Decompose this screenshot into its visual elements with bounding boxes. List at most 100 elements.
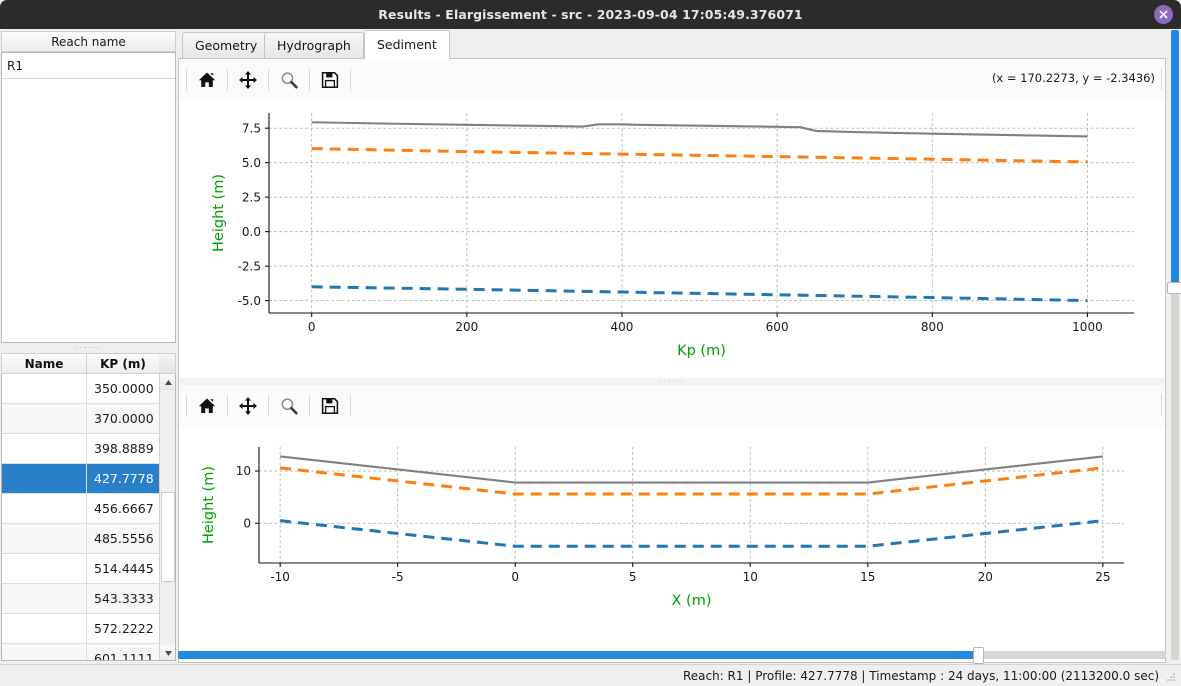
svg-text:0.0: 0.0 [242, 225, 261, 239]
svg-text:-10: -10 [270, 570, 290, 584]
longitudinal-plot-canvas[interactable]: 0 200 400 600 800 1000 7.5 5.0 2.5 0.0 -2.5 -5.0 Kp … [179, 101, 1165, 378]
table-row[interactable]: 514.4445 [2, 554, 160, 584]
title-bar: Results - Elargissement - src - 2023-09-… [0, 0, 1181, 29]
cell-name [2, 404, 87, 433]
toolbar-separator [186, 69, 187, 91]
profiles-rows: 350.0000 370.0000 398.8889 427.7778 456.6667… [2, 374, 160, 661]
scroll-down-icon[interactable] [160, 645, 175, 660]
window-title: Results - Elargissement - src - 2023-09-… [378, 7, 803, 22]
cell-name [2, 554, 87, 583]
svg-text:10: 10 [743, 570, 758, 584]
plot-splitter-handle[interactable]: ······ [179, 377, 1165, 386]
cross-section-plot-container: -10 -5 0 5 10 15 20 25 10 0 X (m) Height (m) [179, 385, 1165, 661]
cell-name [2, 584, 87, 613]
svg-text:0: 0 [243, 516, 251, 530]
svg-text:800: 800 [921, 320, 944, 334]
home-icon[interactable] [194, 67, 220, 93]
cell-kp: 514.4445 [94, 561, 154, 576]
svg-text:-5: -5 [392, 570, 404, 584]
slider-groove [178, 647, 1166, 664]
svg-text:5: 5 [629, 570, 637, 584]
slider-thumb[interactable] [1167, 282, 1181, 295]
zoom-icon[interactable] [276, 393, 302, 419]
svg-text:15: 15 [860, 570, 875, 584]
table-row[interactable]: 456.6667 [2, 494, 160, 524]
cell-kp: 485.5556 [94, 531, 154, 546]
table-row[interactable]: 370.0000 [2, 404, 160, 434]
header-scrollbar-spacer [159, 354, 175, 373]
column-header-name[interactable]: Name [2, 354, 87, 373]
tab-sediment[interactable]: Sediment [364, 30, 450, 59]
table-row[interactable]: 572.2222 [2, 614, 160, 644]
svg-text:25: 25 [1095, 570, 1110, 584]
svg-text:0: 0 [511, 570, 519, 584]
toolbar-separator [227, 69, 228, 91]
cell-name [2, 464, 87, 493]
cell-kp: 350.0000 [94, 381, 154, 396]
list-item[interactable]: R1 [2, 53, 175, 79]
cell-name [2, 434, 87, 463]
tab-bar: Geometry Hydrograph Sediment [178, 29, 1166, 59]
splitter-dots: ······ [659, 377, 685, 386]
table-row[interactable]: 543.3333 [2, 584, 160, 614]
panel-splitter-handle[interactable]: ······ [1, 345, 176, 352]
save-icon[interactable] [317, 393, 343, 419]
profiles-vertical-scrollbar[interactable] [159, 374, 175, 660]
profile-slider[interactable] [1167, 30, 1181, 660]
table-row[interactable]: 601.1111 [2, 644, 160, 661]
svg-text:600: 600 [766, 320, 789, 334]
svg-text:20: 20 [978, 570, 993, 584]
svg-text:7.5: 7.5 [242, 121, 261, 135]
svg-text:0: 0 [308, 320, 316, 334]
tab-geometry[interactable]: Geometry [182, 32, 271, 59]
main-content: Geometry Hydrograph Sediment [178, 29, 1166, 663]
toolbar-separator [227, 395, 228, 417]
reach-list[interactable]: R1 [1, 52, 176, 343]
table-row[interactable]: 485.5556 [2, 524, 160, 554]
status-text: Reach: R1 | Profile: 427.7778 | Timestam… [682, 668, 1159, 683]
save-icon[interactable] [317, 67, 343, 93]
cell-kp: 398.8889 [94, 441, 154, 456]
cell-kp: 572.2222 [94, 621, 154, 636]
zoom-icon[interactable] [276, 67, 302, 93]
column-header-kp[interactable]: KP (m) [100, 356, 146, 371]
close-icon[interactable] [1154, 5, 1173, 24]
slider-thumb[interactable] [973, 647, 985, 664]
cell-name [2, 644, 87, 660]
scroll-up-icon[interactable] [160, 374, 175, 390]
splitter-dots: ······ [75, 344, 102, 352]
toolbar-separator [309, 395, 310, 417]
slider-fill [1171, 30, 1179, 289]
home-icon[interactable] [194, 393, 220, 419]
toolbar-separator [268, 69, 269, 91]
svg-text:200: 200 [455, 320, 478, 334]
table-row[interactable]: 350.0000 [2, 374, 160, 404]
svg-text:-5.0: -5.0 [238, 294, 261, 308]
cell-name [2, 494, 87, 523]
cross-section-plot-canvas[interactable]: -10 -5 0 5 10 15 20 25 10 0 X (m) Height (m) [179, 427, 1165, 661]
cell-kp: 543.3333 [94, 591, 154, 606]
profiles-table: Name KP (m) 350.0000 370.0000 398.8889 427.… [1, 353, 176, 661]
plot-toolbar-top: (x = 170.2273, y = -2.3436) [179, 59, 1165, 101]
resize-grip-icon[interactable] [1165, 671, 1177, 683]
move-icon[interactable] [235, 67, 261, 93]
svg-text:5.0: 5.0 [242, 156, 261, 170]
sediment-panel: (x = 170.2273, y = -2.3436) 0 200 400 600 80… [178, 59, 1166, 663]
table-row[interactable]: 398.8889 [2, 434, 160, 464]
table-row[interactable]: 427.7778 [2, 464, 160, 494]
move-icon[interactable] [235, 393, 261, 419]
profiles-table-body: 350.0000 370.0000 398.8889 427.7778 456.6667… [1, 374, 176, 661]
svg-text:X (m): X (m) [672, 593, 712, 609]
svg-text:400: 400 [611, 320, 634, 334]
timestamp-slider[interactable] [178, 646, 1166, 664]
cell-kp: 427.7778 [94, 471, 154, 486]
toolbar-separator [350, 395, 351, 417]
tab-hydrograph[interactable]: Hydrograph [264, 32, 364, 59]
cell-kp: 601.1111 [94, 651, 154, 661]
toolbar-separator [1161, 68, 1162, 90]
cell-kp: 370.0000 [94, 411, 154, 426]
scrollbar-thumb[interactable] [161, 492, 175, 582]
svg-text:Kp (m): Kp (m) [677, 343, 726, 359]
slider-fill [178, 651, 979, 659]
